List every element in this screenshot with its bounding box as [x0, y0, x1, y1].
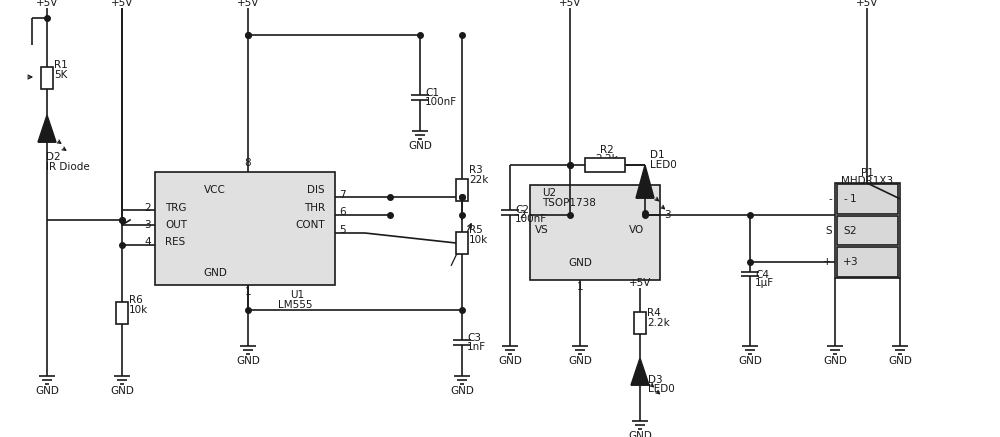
Bar: [837, 184, 898, 214]
Text: GND: GND: [450, 386, 474, 396]
Text: R6: R6: [129, 295, 143, 305]
Text: CONT: CONT: [295, 220, 325, 230]
Text: TSOP1738: TSOP1738: [542, 198, 596, 208]
Text: 3: 3: [144, 220, 151, 230]
Text: 7: 7: [339, 190, 346, 200]
Text: P1: P1: [861, 168, 874, 178]
Text: R3: R3: [469, 165, 483, 175]
Bar: [456, 232, 468, 253]
Text: R2: R2: [600, 145, 614, 155]
Text: TRG: TRG: [165, 203, 186, 213]
Text: C4: C4: [755, 270, 769, 280]
Text: 6: 6: [339, 207, 346, 217]
Text: U1: U1: [290, 290, 304, 300]
Text: D2: D2: [46, 152, 61, 162]
Text: 2.2k: 2.2k: [647, 318, 670, 328]
Text: DIS: DIS: [307, 185, 325, 195]
Text: D3: D3: [648, 375, 663, 385]
Text: GND: GND: [568, 356, 592, 366]
Text: 2: 2: [519, 210, 526, 220]
Text: GND: GND: [738, 356, 762, 366]
Text: -: -: [843, 194, 847, 204]
Text: +5V: +5V: [629, 278, 651, 288]
Text: 2: 2: [144, 203, 151, 213]
Text: C2: C2: [515, 205, 529, 215]
Text: +5V: +5V: [559, 0, 581, 8]
Polygon shape: [38, 115, 56, 142]
Text: S: S: [843, 225, 850, 236]
Text: GND: GND: [110, 386, 134, 396]
Bar: [530, 185, 660, 280]
Text: GND: GND: [823, 356, 847, 366]
Text: GND: GND: [888, 356, 912, 366]
Polygon shape: [636, 165, 654, 198]
Text: 100nF: 100nF: [515, 214, 547, 224]
Text: -: -: [828, 194, 832, 204]
Text: VO: VO: [629, 225, 644, 235]
Bar: [835, 183, 900, 278]
Text: 1: 1: [245, 287, 251, 297]
Text: 8: 8: [245, 158, 251, 168]
Text: +5V: +5V: [36, 0, 58, 8]
Text: 5: 5: [339, 225, 346, 235]
Text: 2: 2: [850, 225, 856, 236]
Text: +: +: [823, 257, 832, 267]
Bar: [837, 247, 898, 277]
Text: C3: C3: [467, 333, 481, 343]
Text: GND: GND: [203, 268, 227, 278]
Text: 10k: 10k: [129, 305, 148, 315]
Text: GND: GND: [628, 431, 652, 437]
Text: GND: GND: [498, 356, 522, 366]
Text: MHDR1X3: MHDR1X3: [841, 176, 894, 186]
Bar: [585, 158, 625, 172]
Text: D1: D1: [650, 150, 665, 160]
Bar: [837, 216, 898, 245]
Text: LM555: LM555: [278, 300, 312, 310]
Polygon shape: [631, 358, 649, 385]
Text: VCC: VCC: [204, 185, 226, 195]
Text: OUT: OUT: [165, 220, 187, 230]
Text: LED0: LED0: [650, 160, 677, 170]
Text: 4: 4: [144, 237, 151, 247]
Text: +5V: +5V: [111, 0, 133, 8]
Text: THR: THR: [304, 203, 325, 213]
Text: +5V: +5V: [237, 0, 259, 8]
Text: R1: R1: [54, 60, 68, 70]
Text: VS: VS: [535, 225, 549, 235]
Text: GND: GND: [236, 356, 260, 366]
Text: RES: RES: [165, 237, 185, 247]
Text: +5V: +5V: [856, 0, 878, 8]
Text: +: +: [843, 257, 852, 267]
Text: S: S: [825, 225, 832, 236]
Text: 1: 1: [850, 194, 856, 204]
Text: LED0: LED0: [648, 384, 675, 394]
Text: C1: C1: [425, 88, 439, 98]
Text: 1nF: 1nF: [467, 342, 486, 352]
Text: R5: R5: [469, 225, 483, 235]
Text: GND: GND: [408, 141, 432, 151]
Bar: [155, 172, 335, 285]
Text: 100nF: 100nF: [425, 97, 457, 107]
Text: 5K: 5K: [54, 70, 67, 80]
Text: 3: 3: [664, 210, 671, 220]
Bar: [116, 302, 128, 323]
Bar: [456, 179, 468, 201]
Text: GND: GND: [568, 258, 592, 268]
Text: U2: U2: [542, 188, 556, 198]
Text: GND: GND: [35, 386, 59, 396]
Text: R4: R4: [647, 308, 661, 318]
Text: 10k: 10k: [469, 235, 488, 245]
Text: 1μF: 1μF: [755, 278, 774, 288]
Bar: [634, 312, 646, 333]
Text: 1: 1: [577, 282, 583, 292]
Text: 3: 3: [850, 257, 856, 267]
Text: IR Diode: IR Diode: [46, 162, 90, 172]
Text: 2.2k: 2.2k: [596, 154, 618, 164]
Text: 22k: 22k: [469, 175, 488, 185]
Bar: [41, 66, 53, 89]
